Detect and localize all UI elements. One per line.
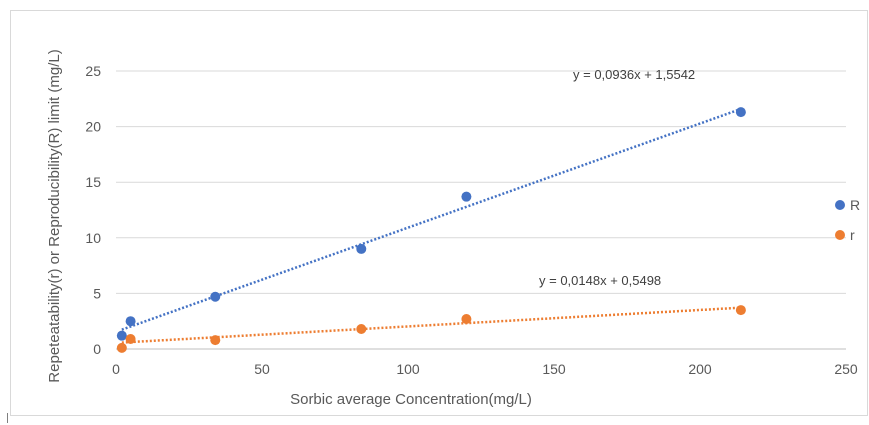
data-points xyxy=(116,107,746,353)
y-tick-label: 20 xyxy=(85,119,101,135)
y-tick-label: 10 xyxy=(85,230,101,246)
legend-marker-r xyxy=(835,230,845,240)
y-axis-label: Repeteatability(r) or Reproducibility(R)… xyxy=(46,49,63,382)
data-point-R xyxy=(356,243,367,254)
text-cursor-mark xyxy=(7,413,8,423)
x-tick-label: 0 xyxy=(112,361,120,377)
legend-marker-R xyxy=(835,200,845,210)
data-point-r xyxy=(356,323,367,334)
data-point-r xyxy=(210,335,221,346)
x-tick-label: 50 xyxy=(254,361,270,377)
legend-label-R: R xyxy=(850,197,860,213)
trendlines xyxy=(121,107,742,344)
equation-label-r: y = 0,0148x + 0,5498 xyxy=(539,273,661,288)
data-point-r xyxy=(461,313,472,324)
y-tick-label: 0 xyxy=(93,341,101,357)
data-point-R xyxy=(125,316,136,327)
x-tick-label: 150 xyxy=(542,361,566,377)
data-point-r xyxy=(125,333,136,344)
data-point-r xyxy=(116,342,127,353)
x-tick-label: 100 xyxy=(396,361,420,377)
data-point-R xyxy=(735,107,746,118)
chart-frame xyxy=(10,10,868,416)
legend-label-r: r xyxy=(850,227,855,243)
y-tick-label: 5 xyxy=(93,285,101,301)
x-axis-label: Sorbic average Concentration(mg/L) xyxy=(290,391,532,408)
legend: Rr xyxy=(835,197,860,243)
equation-label-R: y = 0,0936x + 1,5542 xyxy=(573,67,695,82)
trendline-R xyxy=(121,107,742,331)
data-point-R xyxy=(210,291,221,302)
gridlines xyxy=(116,70,846,350)
y-tick-label: 15 xyxy=(85,174,101,190)
x-tick-label: 250 xyxy=(834,361,858,377)
y-tick-labels: 0 5 10 15 20 25 xyxy=(85,63,101,357)
data-point-R xyxy=(461,191,472,202)
x-tick-labels: 0 50 100 150 200 250 xyxy=(112,361,858,377)
y-tick-label: 25 xyxy=(85,63,101,79)
trendline-r xyxy=(121,306,741,344)
data-point-r xyxy=(735,305,746,316)
x-tick-label: 200 xyxy=(688,361,712,377)
data-point-R xyxy=(116,330,127,341)
